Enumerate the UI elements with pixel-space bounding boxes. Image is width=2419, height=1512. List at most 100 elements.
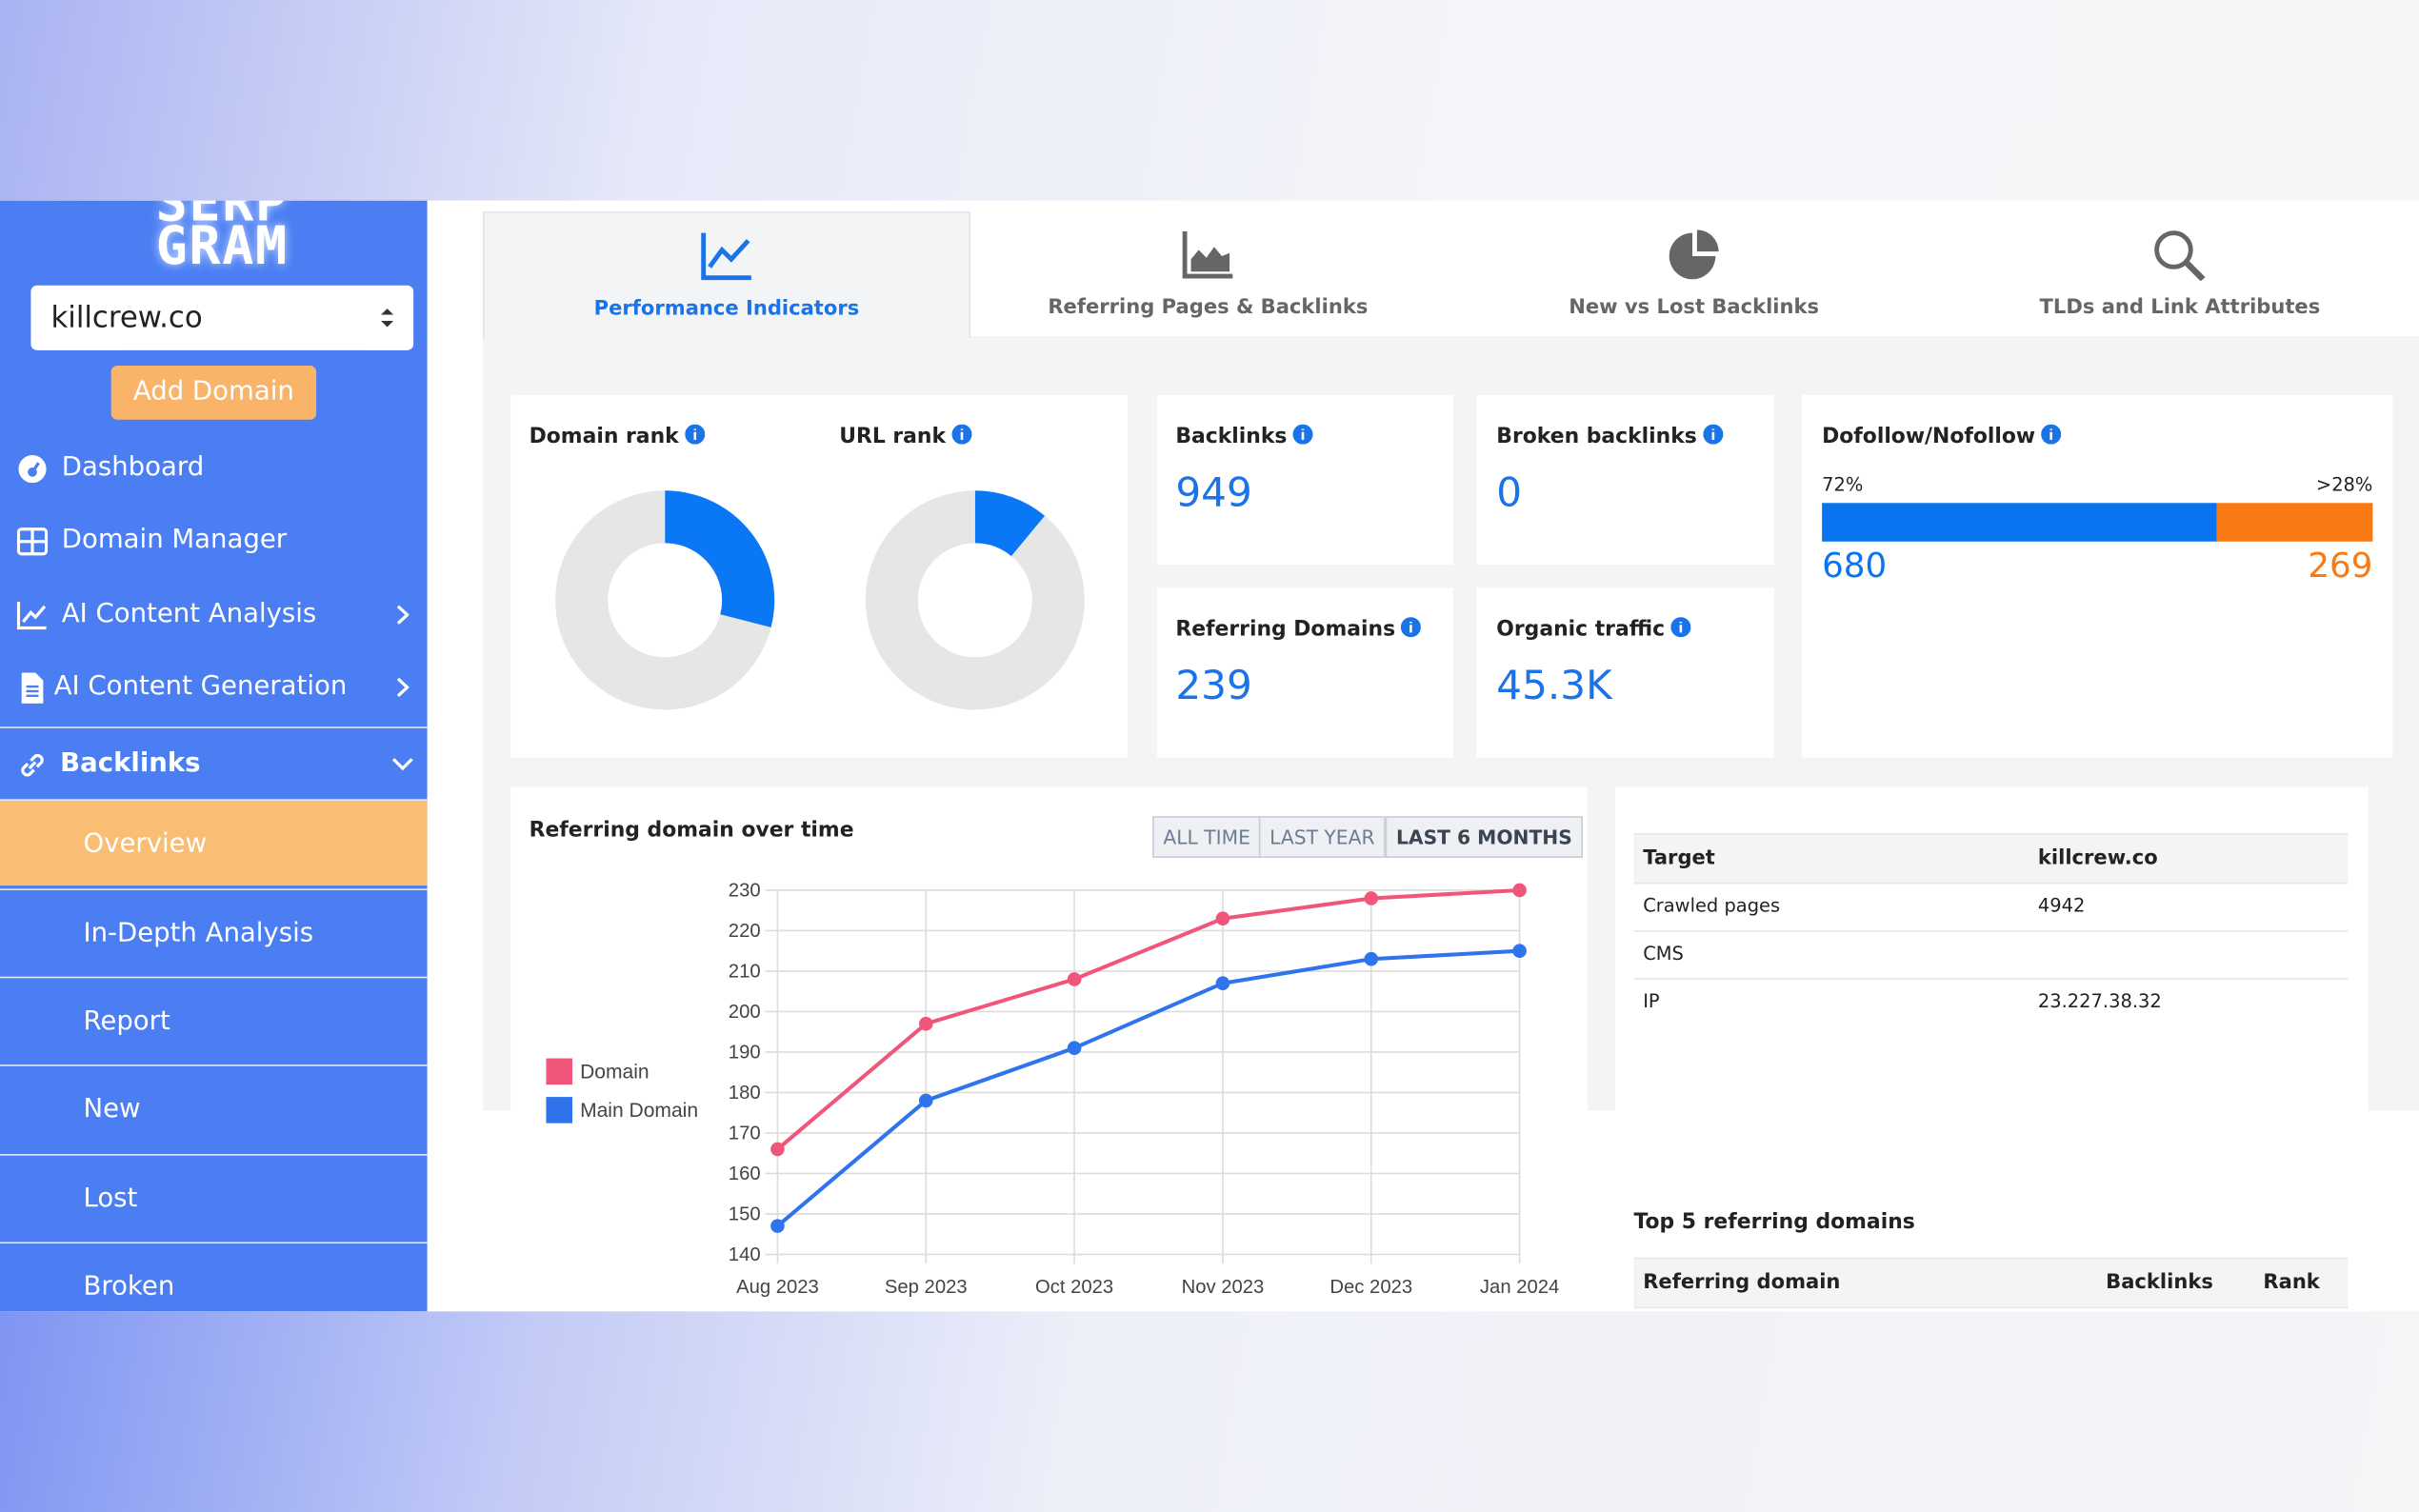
bar-segment [2216,503,2373,542]
x-tick-label: Nov 2023 [1182,1277,1265,1298]
menu-label: Dashboard [61,451,205,484]
y-tick-label: 170 [729,1123,761,1144]
menu-item[interactable]: Dashboard [0,432,428,505]
select-arrows [381,308,394,328]
donut-segment [865,490,1085,710]
metric-value: 239 [1175,663,1252,710]
info-icon [951,424,972,445]
point [1215,976,1230,990]
y-tick-label: 140 [729,1244,761,1265]
time-filter[interactable]: LAST YEAR [1258,816,1386,858]
info-icon [2041,424,2062,445]
percent-label: 72% [1822,473,1864,496]
submenu-item[interactable]: Broken [0,1242,428,1311]
menu-item[interactable]: Backlinks [0,726,428,799]
y-tick-label: 160 [729,1164,761,1184]
add-domain-button[interactable]: Add Domain [110,366,317,420]
card-title: Top 5 referring domains [1633,1209,1915,1235]
y-tick-label: 200 [729,1002,761,1023]
tab[interactable]: Performance Indicators [483,210,970,338]
card-title: Backlinks [1175,424,1313,449]
percent-label: >28% [2315,473,2373,496]
x-tick-label: Sep 2023 [885,1277,968,1298]
label: Broken backlinks [1496,424,1697,449]
y-tick-label: 190 [729,1042,761,1063]
time-filter[interactable]: ALL TIME [1152,816,1262,858]
line [776,948,1520,1228]
cell: Rank [2263,1271,2320,1295]
icon [18,455,47,484]
info-icon [1292,424,1313,445]
point [918,1093,933,1108]
chart-title: Referring domain over time [529,817,854,843]
point [1364,951,1379,966]
y-tick-label: 150 [729,1204,761,1224]
point [1067,1041,1082,1055]
table-row: Crawled pages 4942 [1633,883,2349,932]
card-title: Dofollow/Nofollow [1822,424,2062,449]
menu-label: AI Content Analysis [61,598,317,630]
submenu-item[interactable]: In-Depth Analysis [0,888,428,975]
donut-segment [974,490,1046,557]
tab[interactable]: TLDs and Link Attributes [1938,211,2419,336]
card-title: Domain rank [529,424,706,449]
y-tick-label: 230 [729,880,761,901]
metric-value: 0 [1496,470,1523,517]
x-tick-label: Dec 2023 [1329,1277,1412,1298]
x-tick-label: Aug 2023 [736,1277,819,1298]
metric-card [1156,394,1453,566]
info-icon [685,424,706,445]
sidebar: SERP GRAM killcrew.co Add Domain Dashboa… [0,200,428,1312]
line [776,887,1520,1151]
submenu-item[interactable]: Report [0,976,428,1064]
menu-label: Domain Manager [61,524,288,556]
time-filter[interactable]: LAST 6 MONTHS [1385,816,1584,858]
submenu-item[interactable]: Lost [0,1154,428,1241]
cell: killcrew.co [2037,846,2158,870]
line-chart-card [510,786,1588,1312]
tab[interactable]: New vs Lost Backlinks [1451,211,1936,336]
bar-segment [1822,503,2217,542]
cell: 23.227.38.32 [2037,990,2162,1012]
table-row: IP 23.227.38.32 [1633,978,2348,1025]
chevron [396,677,410,697]
domain-select[interactable]: killcrew.co [30,285,414,350]
icon [21,753,44,777]
select-value: killcrew.co [50,300,203,335]
icon [16,601,47,630]
submenu-item[interactable]: Overview [0,799,428,886]
table-header: Referring domain Backlinks Rank [1633,1257,2349,1309]
icon [21,672,44,704]
card-title: Referring Domains [1175,617,1422,643]
metric-card [1156,587,1453,758]
legend-label: Domain [580,1062,650,1084]
menu-item[interactable]: AI Content Analysis [0,579,428,651]
submenu-item[interactable]: New [0,1064,428,1151]
x-tick-label: Jan 2024 [1480,1277,1559,1298]
cell: CMS [1643,943,1684,965]
metric-card [1476,394,1774,566]
donut-segment [555,490,771,710]
label: Domain rank [529,424,679,449]
menu-item[interactable]: AI Content Generation [0,651,428,724]
bar-value: 680 [1822,547,1888,587]
point [770,1219,785,1233]
card-title: Broken backlinks [1496,424,1724,449]
cell: 4942 [2037,894,2086,917]
chevron [396,605,410,625]
point [1067,972,1082,986]
point [1512,883,1527,898]
tab[interactable]: Referring Pages & Backlinks [966,211,1450,336]
card-title: Organic traffic [1496,617,1691,643]
label: Organic traffic [1496,617,1666,643]
y-tick-label: 210 [729,961,761,982]
label: Referring Domains [1175,617,1396,643]
logo: SERP [155,200,289,235]
cell: Backlinks [2106,1271,2213,1295]
y-tick-label: 180 [729,1083,761,1104]
menu-item[interactable]: Domain Manager [0,505,428,577]
point [1215,911,1230,926]
metric-value: 949 [1175,470,1252,517]
